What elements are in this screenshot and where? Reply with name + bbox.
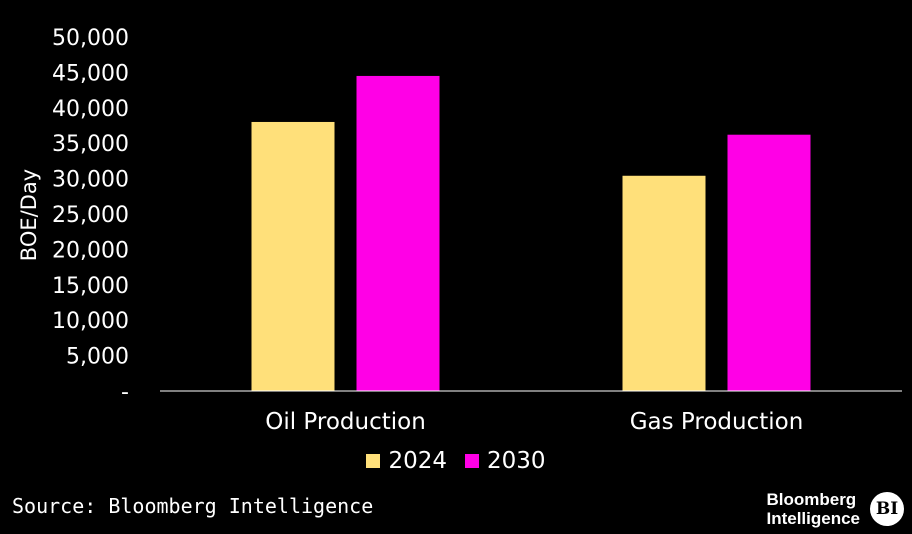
legend-swatch-2024 (366, 454, 381, 468)
bar-2024-oil-production (251, 121, 335, 392)
y-axis-label: BOE/Day (17, 169, 41, 261)
brand-wordmark: Bloomberg Intelligence (766, 490, 860, 528)
legend-item-2030: 2030 (465, 448, 546, 474)
y-tick-label: 35,000 (52, 132, 129, 157)
y-tick-label: 45,000 (52, 61, 129, 86)
legend: 2024 2030 (0, 448, 912, 474)
brand-logo: Bloomberg Intelligence BI (766, 490, 904, 528)
legend-label-2024: 2024 (388, 448, 447, 474)
y-tick-label: 50,000 (52, 26, 129, 51)
legend-swatch-2030 (465, 454, 479, 468)
y-axis-ticks: - 5,000 10,000 15,000 20,000 25,000 30,000 35,0… (52, 26, 129, 405)
y-tick-label: 5,000 (66, 345, 129, 370)
x-category-label: Oil Production (265, 409, 426, 435)
source-note: Source: Bloomberg Intelligence (12, 494, 374, 518)
brand-line1: Bloomberg (766, 490, 857, 509)
bar-2024-gas-production (622, 175, 706, 391)
y-tick-label: - (121, 380, 129, 405)
y-tick-label: 20,000 (52, 238, 129, 263)
y-tick-label: 10,000 (52, 309, 129, 334)
bar-2030-oil-production (356, 75, 440, 391)
bars (251, 75, 811, 392)
y-tick-label: 25,000 (52, 203, 129, 228)
brand-line2: Intelligence (766, 509, 860, 528)
y-tick-label: 15,000 (52, 274, 129, 299)
bar-2030-gas-production (727, 134, 811, 392)
legend-label-2030: 2030 (487, 448, 546, 474)
x-category-label: Gas Production (630, 409, 804, 435)
y-tick-label: 30,000 (52, 168, 129, 193)
legend-item-2024: 2024 (366, 448, 447, 474)
x-axis-categories: Oil Production Gas Production (265, 409, 803, 435)
bi-badge-icon: BI (870, 492, 904, 526)
bar-chart: BOE/Day - 5,000 10,000 15,000 20,000 25,000 30… (17, 26, 902, 435)
y-tick-label: 40,000 (52, 97, 129, 122)
